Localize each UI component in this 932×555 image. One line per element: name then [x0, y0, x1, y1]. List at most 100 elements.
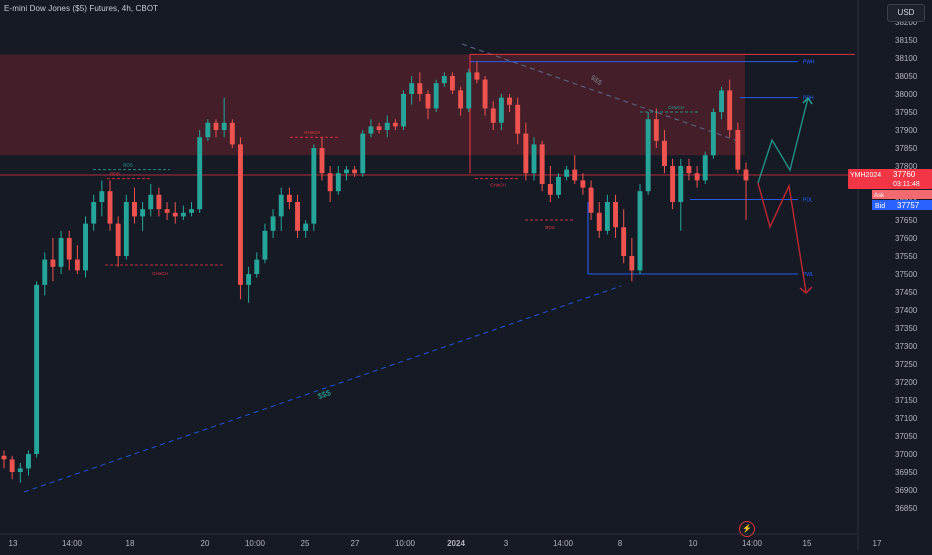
candle[interactable] [523, 133, 529, 174]
candle[interactable] [441, 76, 447, 84]
candle[interactable] [66, 238, 72, 260]
candle[interactable] [417, 83, 423, 94]
candle[interactable] [58, 238, 64, 267]
candle[interactable] [433, 83, 439, 109]
candle[interactable] [42, 259, 48, 285]
candle[interactable] [74, 259, 80, 271]
candle[interactable] [295, 202, 300, 231]
candle[interactable] [409, 83, 415, 94]
candle[interactable] [727, 90, 733, 130]
candle[interactable] [246, 274, 252, 285]
candle[interactable] [466, 72, 472, 109]
candle[interactable] [531, 144, 537, 174]
candle[interactable] [507, 97, 512, 105]
candle[interactable] [515, 104, 521, 134]
candle[interactable] [254, 259, 260, 274]
candle[interactable] [564, 169, 570, 177]
candle[interactable] [115, 223, 121, 256]
candle[interactable] [303, 223, 309, 231]
candle[interactable] [458, 90, 464, 109]
candle[interactable] [262, 230, 268, 260]
candle[interactable] [123, 202, 129, 256]
candle[interactable] [670, 166, 676, 202]
candle[interactable] [17, 468, 23, 472]
candle[interactable] [678, 166, 684, 202]
candle[interactable] [580, 180, 586, 188]
candle[interactable] [172, 212, 178, 217]
candle[interactable] [613, 202, 618, 228]
price-axis[interactable] [858, 14, 932, 550]
candle[interactable] [474, 72, 480, 80]
candle[interactable] [384, 122, 390, 130]
candle[interactable] [197, 137, 203, 210]
candle[interactable] [327, 173, 333, 192]
candle[interactable] [238, 144, 243, 285]
candle[interactable] [450, 76, 455, 91]
currency-button[interactable]: USD [887, 4, 925, 22]
candle[interactable] [189, 209, 194, 213]
candle[interactable] [319, 148, 325, 174]
candle[interactable] [9, 459, 15, 472]
candle[interactable] [482, 79, 488, 109]
candle[interactable] [34, 284, 40, 454]
candle[interactable] [344, 169, 349, 174]
candle[interactable] [148, 194, 154, 210]
candle[interactable] [621, 227, 627, 256]
candle[interactable] [360, 133, 366, 174]
candle[interactable] [91, 202, 97, 224]
candle[interactable] [653, 119, 659, 141]
candle[interactable] [401, 94, 406, 127]
candle[interactable] [425, 94, 431, 109]
candle[interactable] [490, 108, 496, 123]
candle[interactable] [270, 216, 276, 231]
candle[interactable] [604, 202, 610, 231]
candle[interactable] [107, 191, 113, 224]
candle[interactable] [702, 155, 708, 181]
candle[interactable] [498, 97, 504, 123]
candle[interactable] [132, 202, 137, 217]
candle[interactable] [180, 212, 186, 217]
candle[interactable] [229, 122, 235, 145]
candle[interactable] [311, 148, 317, 224]
candle[interactable] [694, 173, 700, 181]
candle[interactable] [719, 90, 724, 112]
candle[interactable] [352, 169, 358, 174]
candle[interactable] [156, 194, 162, 210]
candle[interactable] [368, 126, 374, 134]
candle[interactable] [50, 259, 56, 267]
candle[interactable] [335, 173, 341, 192]
candle[interactable] [83, 223, 88, 271]
candle[interactable] [539, 144, 545, 184]
y-tick-label: 37100 [895, 414, 918, 423]
candle[interactable] [596, 212, 602, 231]
candle[interactable] [645, 119, 651, 192]
ask-tag [872, 190, 932, 199]
candle[interactable] [686, 166, 692, 174]
candle[interactable] [140, 209, 146, 217]
candle[interactable] [278, 194, 284, 217]
candle[interactable] [286, 194, 292, 202]
candle[interactable] [743, 169, 749, 181]
candle[interactable] [588, 187, 594, 213]
candle[interactable] [205, 122, 211, 138]
candle[interactable] [572, 169, 578, 181]
candle[interactable] [556, 176, 561, 195]
candle[interactable] [662, 140, 667, 166]
candle[interactable] [629, 256, 635, 271]
candle[interactable] [376, 126, 382, 130]
candle[interactable] [547, 184, 553, 195]
lightning-icon[interactable]: ⚡ [739, 521, 755, 537]
trendline-lower [23, 285, 622, 493]
candle[interactable] [637, 191, 643, 271]
candle[interactable] [735, 130, 741, 170]
candle[interactable] [213, 122, 219, 130]
candle[interactable] [164, 209, 170, 213]
candle[interactable] [392, 122, 398, 127]
candle[interactable] [1, 455, 7, 460]
candle[interactable] [26, 454, 31, 469]
candle[interactable] [99, 191, 105, 202]
candle[interactable] [710, 112, 716, 156]
candle[interactable] [221, 122, 227, 130]
